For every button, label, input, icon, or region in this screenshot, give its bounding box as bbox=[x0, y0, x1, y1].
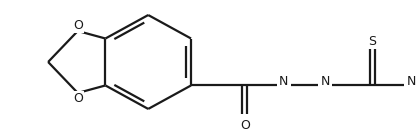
Text: N: N bbox=[407, 75, 416, 88]
Text: O: O bbox=[73, 19, 83, 32]
Text: N: N bbox=[321, 75, 330, 88]
Text: O: O bbox=[240, 119, 250, 132]
Text: O: O bbox=[73, 92, 83, 105]
Text: N: N bbox=[279, 75, 289, 88]
Text: S: S bbox=[368, 35, 376, 48]
